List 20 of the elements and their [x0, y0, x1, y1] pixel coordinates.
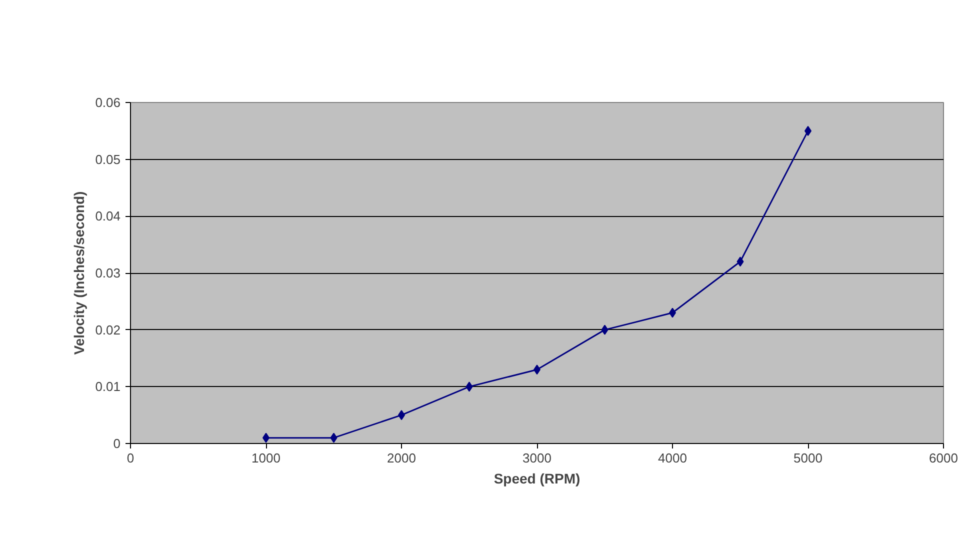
y-axis-title: Velocity (Inches/second) [71, 191, 88, 355]
y-tick-label: 0.01 [95, 379, 121, 394]
x-tick-label: 3000 [522, 450, 552, 466]
y-tick-label: 0.05 [95, 152, 121, 167]
point [466, 382, 473, 392]
x-axis-title: Speed (RPM) [494, 470, 580, 486]
point [330, 432, 338, 443]
y-tick-label: 0.02 [95, 322, 121, 338]
x-tick-label: 4000 [658, 450, 687, 466]
x-tick-label: 0 [126, 450, 134, 466]
x-tick-label: 6000 [929, 450, 958, 466]
x-tick-label: 1000 [252, 450, 280, 466]
point [601, 324, 608, 335]
y-tick-label: 0.03 [95, 266, 121, 280]
x-tick-label: 5000 [794, 450, 822, 466]
y-tick-label: 0.04 [95, 208, 121, 224]
x-tick-label: 2000 [387, 450, 416, 466]
y-tick-label: 0.06 [95, 95, 121, 110]
y-tick-label: 0 [113, 436, 121, 451]
point [736, 256, 744, 267]
